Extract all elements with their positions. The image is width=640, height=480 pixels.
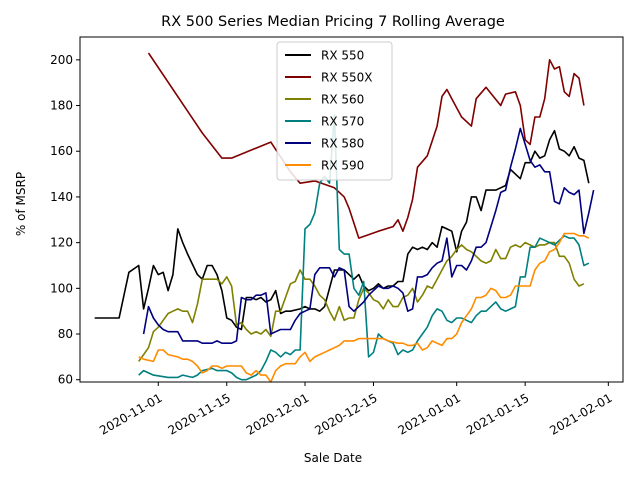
y-tick-label: 160 — [50, 144, 73, 158]
x-axis-label: Sale Date — [304, 451, 362, 465]
y-tick-label: 140 — [50, 190, 73, 204]
series-line-rx-550 — [94, 129, 590, 331]
y-axis-ticks: 60 80 100 120 140 160 180 200 — [50, 53, 80, 387]
axes-frame — [79, 36, 624, 383]
legend-label-rx-590: RX 590 — [321, 159, 364, 173]
legend-label-rx-570: RX 570 — [321, 115, 364, 129]
chart-title: RX 500 Series Median Pricing 7 Rolling A… — [161, 14, 505, 30]
legend-label-rx-560: RX 560 — [321, 93, 364, 107]
series-layer — [94, 52, 595, 383]
y-tick-label: 80 — [58, 327, 73, 341]
legend-label-rx-550x: RX 550X — [321, 71, 373, 85]
legend-label-rx-550: RX 550 — [321, 49, 364, 63]
y-tick-label: 100 — [50, 281, 73, 295]
y-tick-label: 60 — [58, 373, 73, 387]
y-tick-label: 200 — [50, 53, 73, 67]
legend-label-rx-580: RX 580 — [321, 137, 364, 151]
y-tick-label: 120 — [50, 236, 73, 250]
legend: RX 550 RX 550X RX 560 RX 570 RX 580 RX 590 — [276, 41, 393, 181]
series-line-rx-580 — [142, 127, 595, 345]
series-line-rx-550x — [147, 52, 585, 239]
series-line-rx-590 — [138, 232, 590, 383]
plot-area — [79, 36, 624, 383]
series-line-rx-560 — [138, 241, 585, 362]
y-axis-label: % of MSRP — [14, 172, 28, 236]
y-tick-label: 180 — [50, 99, 73, 113]
